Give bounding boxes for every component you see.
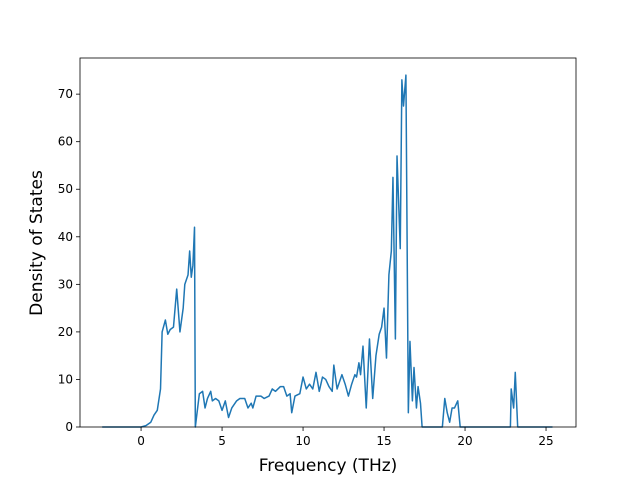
y-tick-label: 10 [58, 372, 73, 386]
x-tick-label: 0 [137, 434, 145, 448]
y-tick-label: 0 [65, 420, 73, 434]
y-axis-label: Density of States [27, 170, 47, 316]
x-tick-label: 25 [538, 434, 553, 448]
y-tick-label: 20 [58, 325, 73, 339]
x-tick-label: 10 [295, 434, 310, 448]
y-tick-label: 50 [58, 182, 73, 196]
y-tick-label: 40 [58, 230, 73, 244]
x-tick-label: 5 [218, 434, 226, 448]
x-tick-label: 15 [376, 434, 391, 448]
plot-frame [79, 57, 577, 428]
y-tick-label: 60 [58, 135, 73, 149]
y-tick-label: 70 [58, 87, 73, 101]
y-tick-label: 30 [58, 277, 73, 291]
x-axis-label: Frequency (THz) [259, 456, 398, 476]
data-line [102, 74, 553, 428]
x-tick-label: 20 [457, 434, 472, 448]
